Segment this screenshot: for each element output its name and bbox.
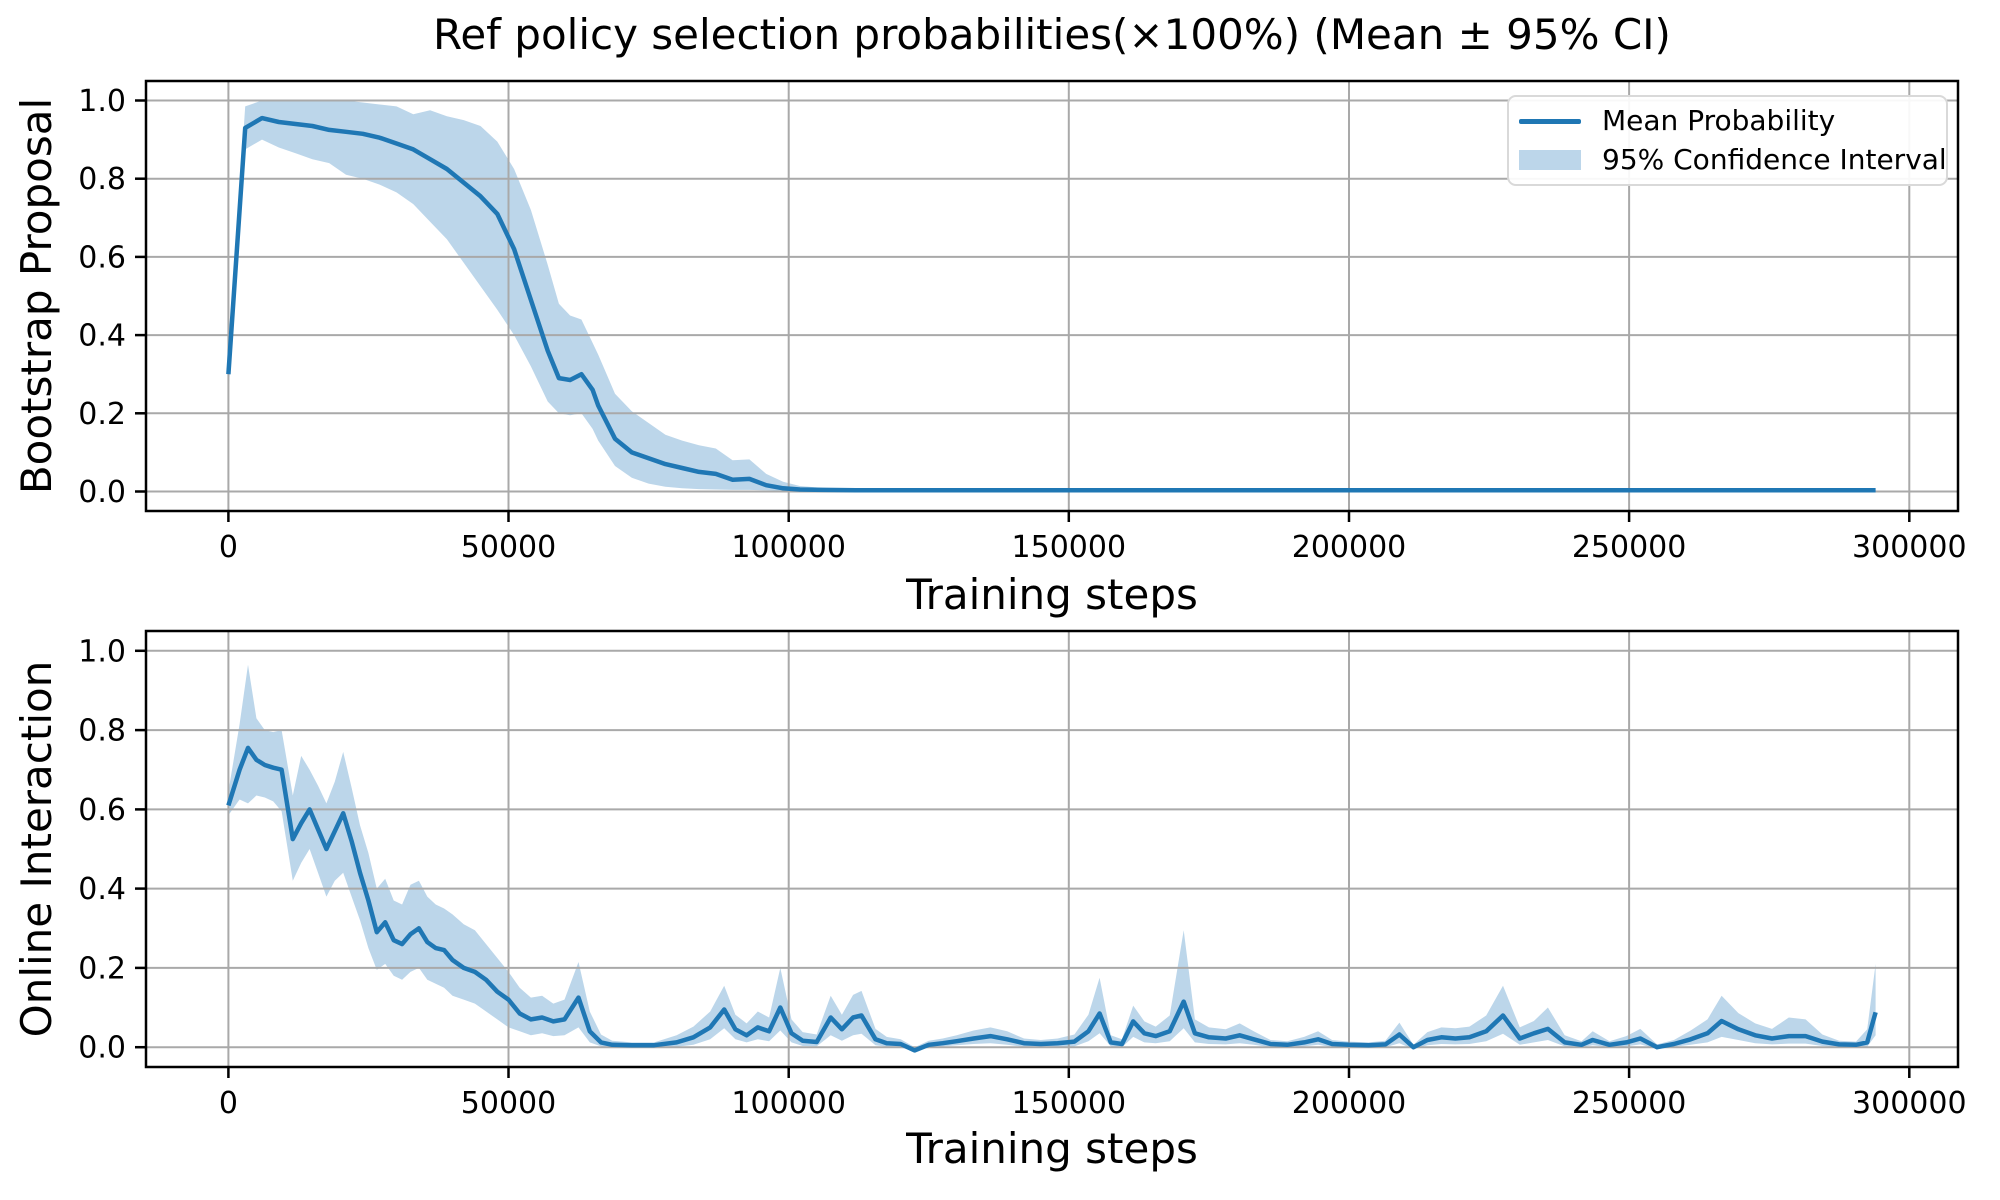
y-tick-label: 0.6 bbox=[78, 240, 126, 275]
x-tick-label: 300000 bbox=[1852, 530, 1967, 565]
x-tick-label: 0 bbox=[219, 1086, 238, 1121]
y-tick-label: 0.4 bbox=[78, 319, 126, 354]
x-tick-label: 250000 bbox=[1572, 1086, 1687, 1121]
legend: Mean Probability 95% Confidence Interval bbox=[1507, 95, 1948, 186]
axes-spines bbox=[144, 629, 1960, 1069]
figure-title: Ref policy selection probabilities(×100%… bbox=[433, 10, 1671, 59]
legend-patch-swatch-box bbox=[1519, 150, 1581, 170]
y-tick-label: 0.2 bbox=[78, 397, 126, 432]
x-tick-label: 300000 bbox=[1852, 1086, 1967, 1121]
legend-item-confidence-interval: 95% Confidence Interval bbox=[1519, 146, 1947, 174]
y-tick-label: 0.6 bbox=[78, 793, 126, 828]
y-tick-label: 1.0 bbox=[78, 84, 126, 119]
legend-label-mean-probability: Mean Probability bbox=[1602, 104, 1836, 137]
axes-spines bbox=[144, 79, 1960, 513]
x-tick-label: 50000 bbox=[461, 1086, 556, 1121]
y-tick-label: 0.8 bbox=[78, 162, 126, 197]
y-tick-label: 1.0 bbox=[78, 634, 126, 669]
x-tick-label: 150000 bbox=[1012, 1086, 1127, 1121]
x-tick-label: 150000 bbox=[1012, 530, 1127, 565]
mean-probability-line bbox=[226, 115, 1876, 493]
x-tick-label: 200000 bbox=[1292, 1086, 1407, 1121]
subplot-online-interaction: 0 50000 100000 150000 200000 250000 300000 0.0 0… bbox=[78, 629, 1967, 1121]
mean-line-swatch-icon bbox=[1519, 118, 1581, 124]
mean-probability-line bbox=[226, 745, 1878, 1053]
x-tick-label: 100000 bbox=[731, 530, 846, 565]
xlabel-training-steps-bottom: Training steps bbox=[906, 1124, 1198, 1173]
ci-band-swatch-icon bbox=[1519, 150, 1581, 170]
legend-line-swatch-box bbox=[1519, 118, 1581, 124]
x-tick-label: 50000 bbox=[461, 530, 556, 565]
ylabel-bootstrap-proposal: Bootstrap Proposal bbox=[12, 97, 61, 495]
legend-item-mean-probability: Mean Probability bbox=[1519, 107, 1936, 135]
y-tick-label: 0.0 bbox=[78, 1031, 126, 1066]
legend-label-confidence-interval: 95% Confidence Interval bbox=[1602, 143, 1947, 176]
ylabel-online-interaction: Online Interaction bbox=[12, 660, 61, 1038]
y-tick-label: 0.2 bbox=[78, 951, 126, 986]
y-tick-label: 0.0 bbox=[78, 475, 126, 510]
y-tick-label: 0.4 bbox=[78, 872, 126, 907]
xlabel-training-steps-top: Training steps bbox=[906, 570, 1198, 619]
x-tick-label: 100000 bbox=[731, 1086, 846, 1121]
x-tick-label: 250000 bbox=[1572, 530, 1687, 565]
x-tick-label: 200000 bbox=[1292, 530, 1407, 565]
y-tick-label: 0.8 bbox=[78, 714, 126, 749]
x-tick-label: 0 bbox=[219, 530, 238, 565]
ci-band bbox=[228, 100, 1876, 492]
